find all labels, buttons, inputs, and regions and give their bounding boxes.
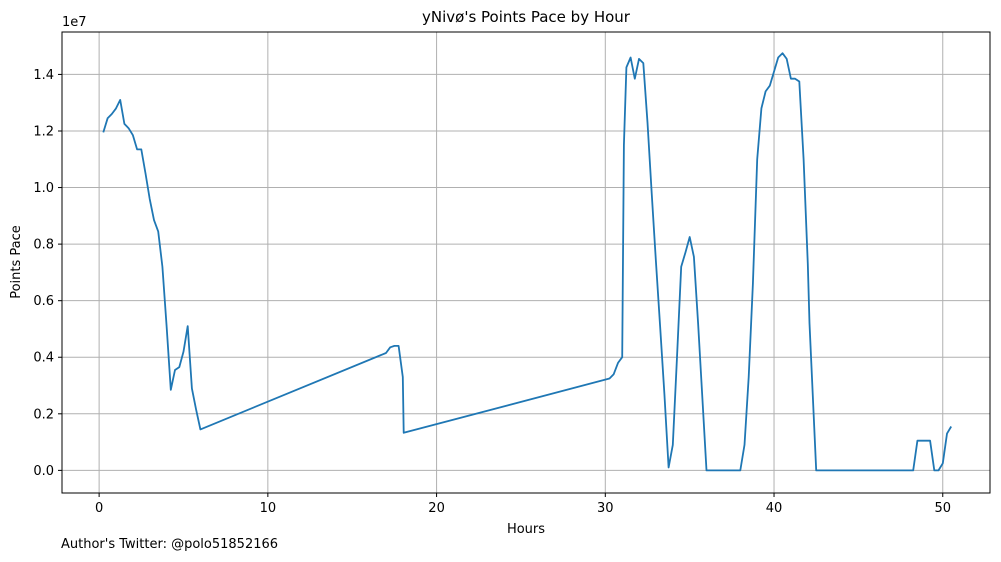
x-tick-label: 30 (597, 501, 614, 516)
plot-frame (61, 31, 991, 494)
y-tick-label: 1.4 (33, 68, 54, 83)
y-tick-label: 1.0 (33, 181, 54, 196)
author-credit: Author's Twitter: @polo51852166 (61, 537, 279, 552)
grid-lines (62, 32, 990, 493)
chart-title: yNivø's Points Pace by Hour (422, 8, 631, 26)
y-tick-label: 0.0 (33, 464, 54, 479)
x-tick-label: 10 (260, 501, 277, 516)
x-tick-label: 20 (428, 501, 445, 516)
y-tick-label: 0.2 (33, 407, 54, 422)
x-axis: 0 10 20 30 40 50 (95, 493, 951, 516)
y-axis-label: Points Pace (9, 225, 24, 299)
x-tick-label: 0 (95, 501, 103, 516)
y-tick-label: 1.2 (33, 124, 54, 139)
series-line (102, 52, 952, 472)
x-tick-label: 40 (766, 501, 783, 516)
x-axis-label: Hours (507, 522, 545, 537)
x-tick-label: 50 (934, 501, 951, 516)
y-tick-label: 0.4 (33, 351, 54, 366)
y-axis: 0.0 0.2 0.4 0.6 0.8 1.0 1.2 1.4 (33, 68, 62, 479)
y-tick-label: 0.6 (33, 294, 54, 309)
y-offset-label: 1e7 (62, 15, 87, 30)
series-group (102, 52, 952, 472)
y-tick-label: 0.8 (33, 238, 54, 253)
